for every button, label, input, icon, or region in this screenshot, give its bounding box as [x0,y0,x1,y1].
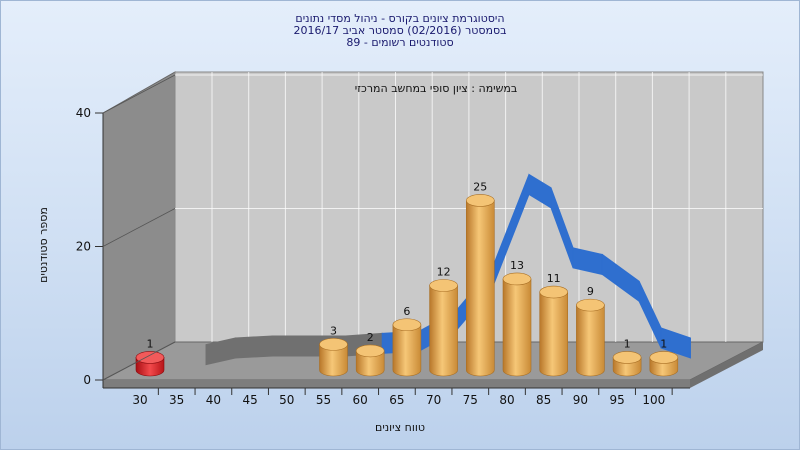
y-axis-title: מספר סטודנטים [37,207,50,283]
chart-title: היסטוגרמת ציונים בקורס - ניהול מסדי נתונ… [295,12,505,25]
data-label: 25 [473,180,487,193]
y-tick-label: 40 [76,106,91,120]
data-label: 1 [147,337,154,350]
x-tick-label: 35 [169,393,184,407]
x-tick-label: 75 [463,393,478,407]
x-tick-label: 95 [609,393,624,407]
bar-top [576,298,605,312]
data-label: 11 [547,272,561,285]
y-depth-line [102,341,176,381]
x-tick-label: 100 [642,393,665,407]
chart-subtitle: בסמסטר (02/2016) סמסטר אביב 2016/17 [293,24,507,37]
bar-top [135,351,165,364]
y-axis-ticks: 0 20 40 [76,74,176,387]
y-tick-label: 20 [76,240,91,254]
x-tick-label: 40 [206,393,221,407]
bar-top [465,194,495,207]
data-label: 1 [624,337,631,350]
bar-top [355,344,385,358]
floor-front-edge [103,380,690,388]
x-tick-label: 50 [279,393,294,407]
x-tick-label: 70 [426,393,441,407]
bar-body [319,344,348,377]
x-tick-label: 65 [389,393,404,407]
bar: 1 [649,337,679,377]
floor-right-edge [690,342,763,388]
bar: 12 [429,266,458,377]
data-label: 6 [403,305,410,318]
x-tick-label: 60 [353,393,368,407]
bar-top [612,351,642,364]
data-label: 9 [587,285,594,298]
bar: 13 [502,259,532,377]
x-tick-label: 55 [316,393,331,407]
x-tick-label: 80 [499,393,514,407]
bar: 2 [355,331,385,377]
x-axis-title: טווח ציונים [375,421,425,434]
bar-body [502,278,532,377]
y-depth-line [102,74,176,114]
data-label: 13 [510,259,524,272]
bar-body [429,285,458,377]
bar: 11 [539,272,569,377]
bar: 9 [576,285,605,377]
bar-top [429,279,458,292]
data-label: 12 [437,266,451,279]
y-tick-label: 0 [83,373,91,387]
x-tick-label: 30 [132,393,147,407]
side-wall [102,71,176,381]
bar: 1 [135,337,165,377]
data-label: 3 [330,324,337,337]
x-axis-ticks: 30 35 40 45 50 55 60 65 70 75 80 85 90 95 100 [132,388,673,407]
bar-top [392,318,422,332]
bar-top [649,351,679,364]
bar-body [466,200,495,377]
bar-body [392,324,422,377]
chart-annotation: במשימה : ציון סופי במחשב המרכזי [355,82,518,95]
bar-top [539,285,569,299]
bar-body [576,304,605,377]
data-label: 2 [367,331,374,344]
curve-segment [660,327,691,359]
chart-registered-count: סטודנטים רשומים - 89 [346,36,454,49]
curve-segment [271,335,310,357]
x-tick-label: 45 [242,393,257,407]
x-tick-label: 90 [573,393,588,407]
y-depth-line [102,208,176,247]
bar-body [355,350,385,377]
bar-top [502,272,532,286]
bar-top [319,338,348,351]
bar-body [539,291,568,377]
bar: 1 [612,337,642,377]
data-label: 1 [660,337,667,350]
bar: 25 [465,180,495,377]
x-tick-label: 85 [536,393,551,407]
curve-segment [234,335,273,359]
bar: 3 [319,324,348,377]
bar: 6 [392,305,422,377]
